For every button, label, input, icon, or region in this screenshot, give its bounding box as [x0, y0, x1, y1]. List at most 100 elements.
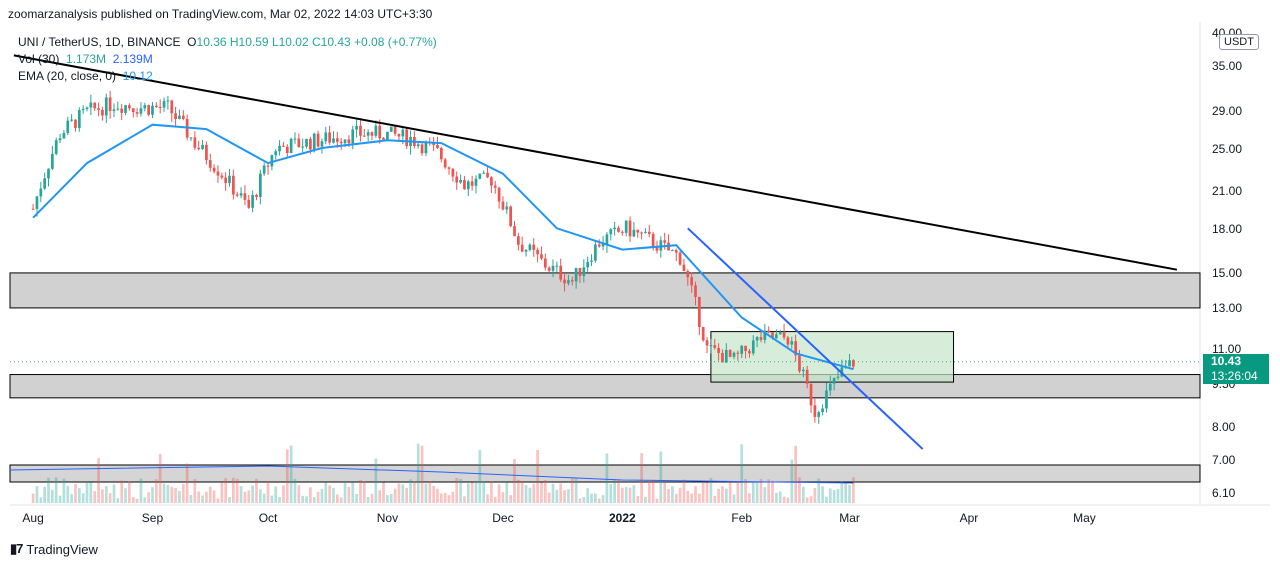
volume-bar — [370, 493, 374, 503]
candle-body — [724, 349, 728, 363]
volume-bar — [482, 481, 486, 503]
candle-body — [832, 377, 836, 384]
tradingview-footer[interactable]: ▮7 TradingView — [10, 541, 98, 557]
volume-bar — [821, 486, 824, 503]
candle-body — [701, 327, 705, 341]
candle-body — [821, 408, 824, 413]
volume-bar — [347, 486, 351, 503]
volume-bar — [274, 486, 278, 503]
volume-bar — [559, 483, 563, 503]
volume-bar — [351, 482, 355, 503]
volume-bar — [848, 484, 851, 503]
volume-bar — [767, 479, 771, 503]
volume-bar — [185, 463, 189, 503]
ema-row[interactable]: EMA (20, close, 0) 10.12 — [18, 68, 437, 85]
candle-body — [416, 144, 420, 147]
volume-row[interactable]: Vol (30) 1.173M 2.139M — [18, 51, 437, 68]
candle-body — [85, 107, 89, 109]
volume-bar — [301, 495, 305, 503]
symbol-label: UNI / TetherUS, 1D, BINANCE — [18, 35, 181, 49]
candle-body — [674, 250, 678, 253]
volume-bar — [455, 478, 459, 503]
candle-body — [586, 261, 590, 268]
candle-body — [836, 376, 840, 378]
volume-bar — [748, 493, 751, 503]
volume-bar — [208, 486, 212, 503]
volume-bar — [694, 486, 697, 503]
volume-bar — [586, 488, 590, 503]
volume-bar — [659, 451, 663, 503]
symbol-row[interactable]: UNI / TetherUS, 1D, BINANCE O10.36 H10.5… — [18, 34, 437, 51]
candle-body — [66, 120, 70, 133]
candle-body — [178, 115, 181, 120]
volume-bar — [532, 483, 536, 503]
volume-bar — [463, 496, 466, 503]
x-tick-label: Aug — [22, 511, 43, 525]
volume-bar — [674, 493, 678, 503]
volume-bar — [193, 479, 197, 503]
candle-body — [825, 390, 828, 409]
volume-bar — [413, 481, 416, 503]
candle-body — [501, 201, 505, 210]
x-tick-label: Mar — [839, 511, 860, 525]
candle-body — [801, 369, 805, 372]
candle-body — [112, 109, 116, 112]
volume-zone-box — [9, 464, 1201, 483]
candle-body — [543, 258, 547, 268]
volume-bar — [436, 488, 439, 503]
volume-bar — [104, 486, 108, 503]
candle-body — [262, 165, 266, 174]
x-tick-label: Oct — [259, 511, 278, 525]
currency-button[interactable]: USDT — [1219, 34, 1259, 50]
candle-body — [794, 341, 797, 356]
volume-bar — [366, 496, 370, 503]
candle-body — [436, 145, 439, 149]
volume-bar — [632, 485, 636, 503]
volume-bar — [701, 482, 705, 503]
y-tick-label: 35.00 — [1212, 59, 1242, 73]
volume-bar — [609, 484, 613, 503]
candle-body — [355, 125, 358, 130]
volume-bar — [597, 498, 601, 503]
volume-bar — [170, 486, 174, 503]
volume-bar — [235, 478, 239, 503]
candle-body — [124, 105, 127, 113]
volume-bar — [555, 489, 559, 503]
volume-bar — [189, 494, 193, 503]
volume-bar — [278, 496, 281, 503]
volume-bar — [324, 482, 328, 503]
volume-bar — [416, 443, 420, 503]
volume-bar — [840, 481, 844, 503]
candle-body — [663, 240, 667, 243]
volume-bar — [212, 490, 216, 503]
candle-body — [609, 229, 613, 235]
volume-bar — [709, 477, 713, 503]
x-tick-label: Dec — [492, 511, 513, 525]
candle-body — [101, 109, 104, 116]
volume-bar — [312, 497, 316, 503]
volume-bar — [401, 484, 405, 503]
volume-bar — [424, 483, 428, 503]
candle-body — [35, 196, 39, 209]
candle-body — [312, 133, 316, 150]
candle-body — [474, 178, 478, 186]
tradingview-logo-icon: ▮7 — [10, 541, 23, 556]
volume-bar — [285, 449, 289, 503]
volume-bar — [62, 478, 66, 503]
volume-bar — [108, 493, 112, 503]
volume-bar — [101, 489, 104, 503]
candle-body — [817, 412, 821, 417]
chart-legend: UNI / TetherUS, 1D, BINANCE O10.36 H10.5… — [18, 34, 437, 85]
candle-body — [748, 351, 751, 354]
trendline — [13, 54, 1178, 271]
candle-body — [193, 137, 197, 148]
ohlc-close: C10.43 — [311, 35, 351, 49]
candle-body — [459, 180, 462, 183]
volume-bar — [58, 495, 62, 503]
candle-body — [590, 260, 593, 262]
candle-body — [463, 180, 466, 190]
candle-body — [70, 119, 73, 121]
candle-body — [424, 142, 428, 154]
volume-bar — [721, 486, 724, 503]
